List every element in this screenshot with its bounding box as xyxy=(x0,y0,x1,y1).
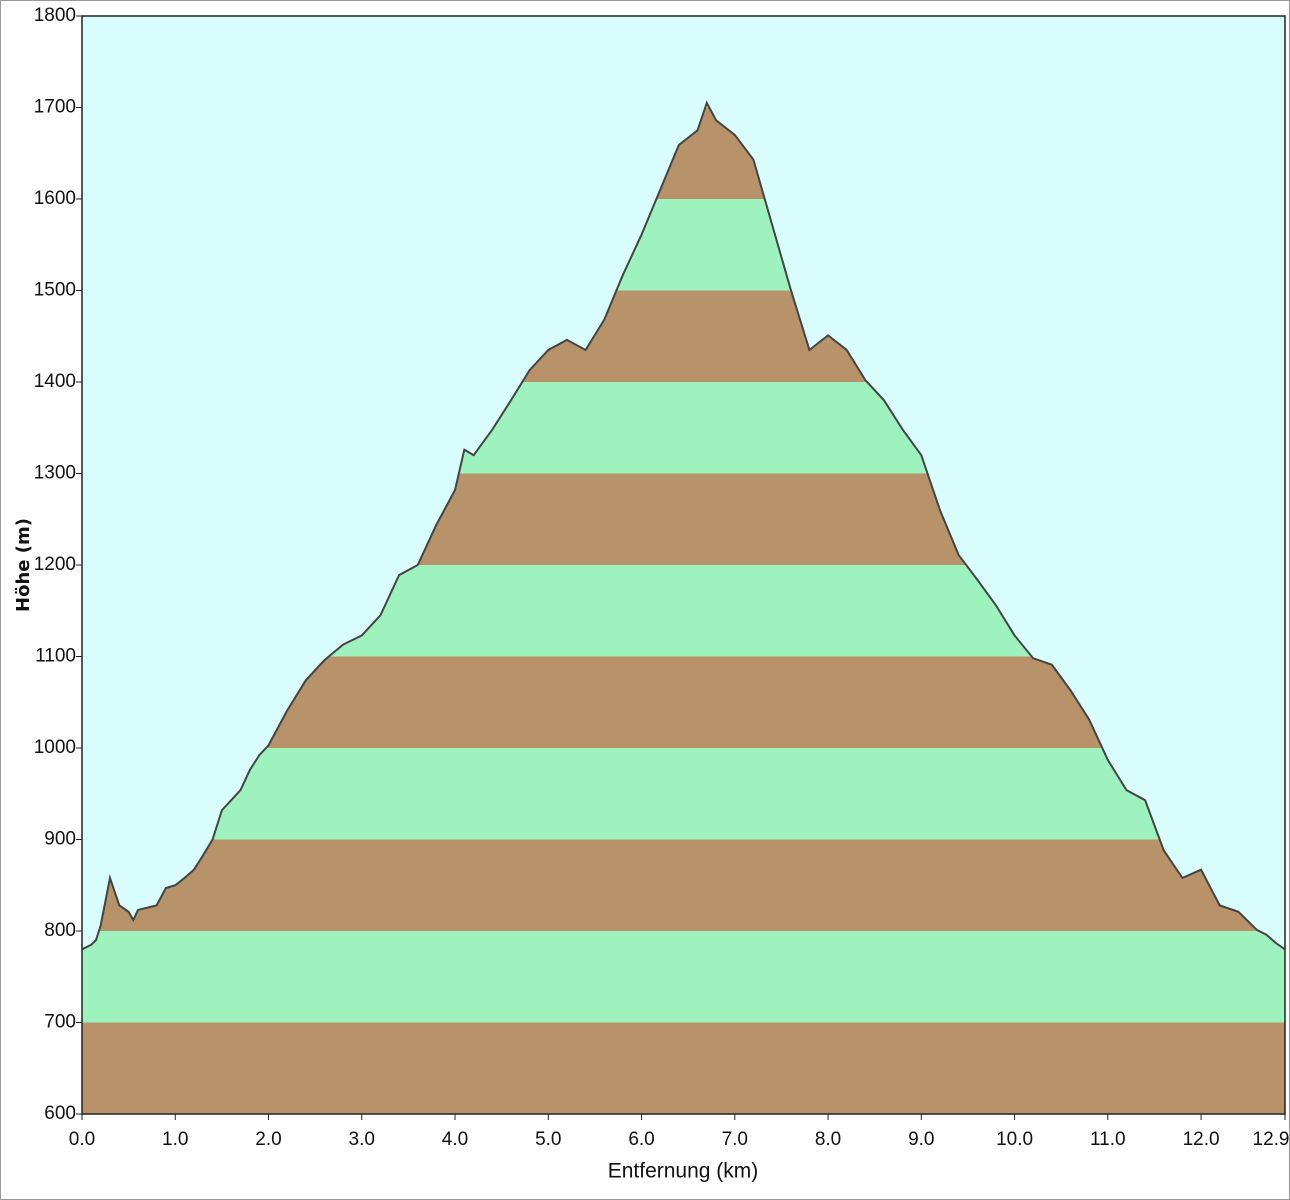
x-tick-label: 3.0 xyxy=(349,1129,375,1150)
x-tick-label: 4.0 xyxy=(442,1129,468,1150)
x-tick-label: 2.0 xyxy=(255,1129,281,1150)
y-tick-label: 1600 xyxy=(34,188,76,209)
x-tick-label: 5.0 xyxy=(535,1129,561,1150)
y-tick-label: 1500 xyxy=(34,280,76,301)
y-tick-label: 700 xyxy=(44,1012,76,1033)
profile-line xyxy=(81,100,1286,951)
x-tick-label: 0.0 xyxy=(69,1129,95,1150)
y-tick-label: 1400 xyxy=(34,371,76,392)
x-axis-title: Entfernung (km) xyxy=(608,1160,759,1183)
x-tick-label: 7.0 xyxy=(722,1129,748,1150)
elevation-band xyxy=(82,748,1285,840)
x-tick-label: 9.0 xyxy=(908,1129,934,1150)
y-tick-label: 1700 xyxy=(34,97,76,118)
y-tick-label: 1100 xyxy=(35,646,76,667)
elevation-band xyxy=(82,839,1285,931)
y-tick-label: 1300 xyxy=(34,463,76,484)
y-tick-label: 1800 xyxy=(34,5,76,26)
y-tick-label: 1000 xyxy=(34,737,76,758)
x-tick-label: 12.0 xyxy=(1183,1129,1220,1150)
y-axis-title: Höhe (m) xyxy=(13,518,34,612)
x-tick-label: 8.0 xyxy=(815,1129,841,1150)
y-tick-label: 900 xyxy=(44,829,76,850)
x-tick-label: 12.9 xyxy=(1253,1129,1290,1150)
y-tick-label: 600 xyxy=(44,1103,76,1124)
y-tick-label: 1200 xyxy=(34,554,76,575)
x-tick-label: 11.0 xyxy=(1090,1129,1126,1150)
x-tick-label: 6.0 xyxy=(628,1129,654,1150)
elevation-band xyxy=(82,1022,1285,1114)
y-tick-label: 800 xyxy=(44,920,76,941)
x-tick-label: 1.0 xyxy=(162,1129,188,1150)
elevation-band xyxy=(82,931,1285,1023)
x-tick-label: 10.0 xyxy=(996,1129,1033,1150)
